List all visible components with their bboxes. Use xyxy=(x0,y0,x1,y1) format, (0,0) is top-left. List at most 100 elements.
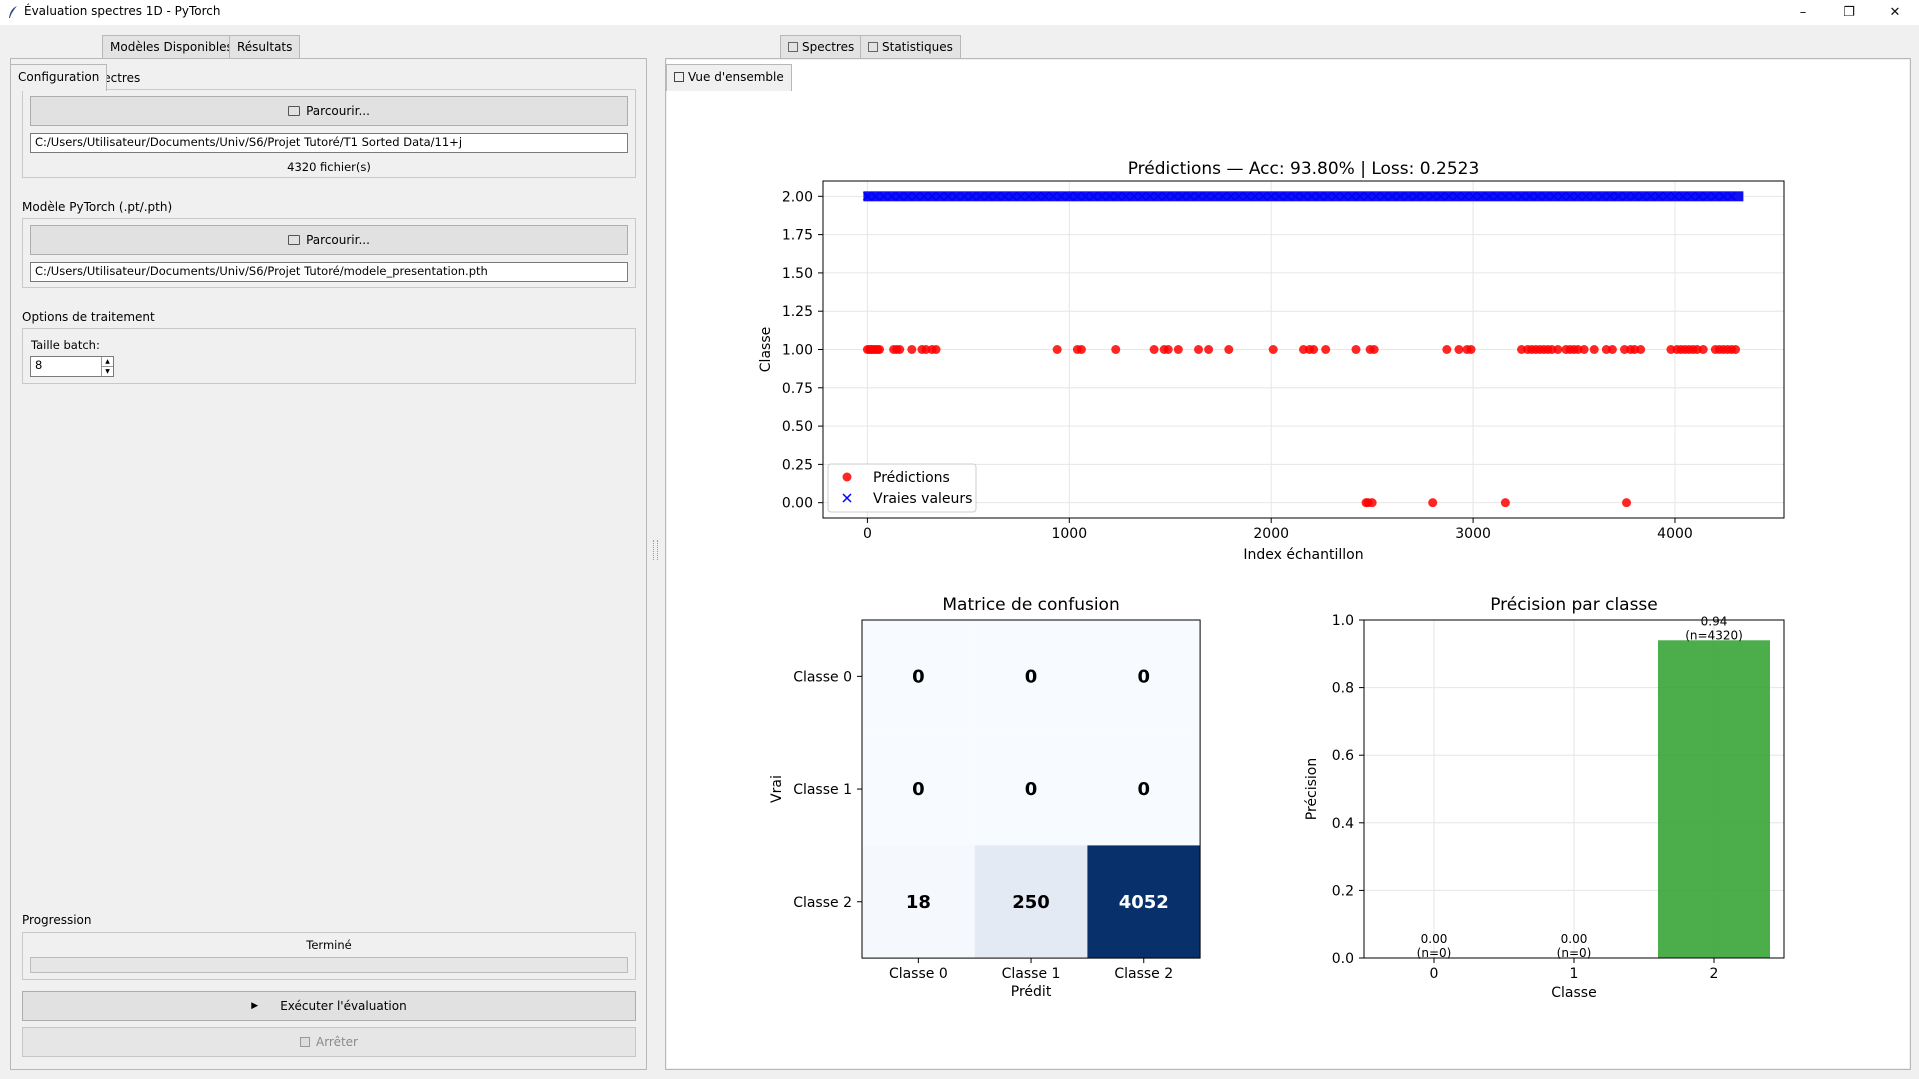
overview-icon xyxy=(674,72,684,82)
true-value-marker xyxy=(1032,191,1042,201)
confusion-cell xyxy=(862,732,975,846)
prediction-point xyxy=(1149,345,1159,354)
confusion-cell xyxy=(974,620,1088,733)
true-value-marker xyxy=(1395,191,1405,201)
true-value-marker xyxy=(1444,191,1454,201)
left-tab-bar: Configuration Modèles Disponibles Résult… xyxy=(10,32,660,91)
true-value-marker xyxy=(1500,191,1510,201)
prediction-point xyxy=(1194,345,1204,354)
confusion-cell-value: 0 xyxy=(1025,779,1038,800)
model-browse-button[interactable]: Parcourir... xyxy=(30,225,628,255)
true-value-marker xyxy=(1718,191,1728,201)
bar-y-tick-label: 0.6 xyxy=(1332,748,1354,764)
spectra-browse-button[interactable]: Parcourir... xyxy=(30,96,628,126)
title-bar: Évaluation spectres 1D - PyTorch – ❐ ✕ xyxy=(0,0,1919,25)
prediction-point xyxy=(1111,345,1121,354)
tab-resultats[interactable]: Résultats xyxy=(229,35,301,58)
true-value-marker xyxy=(1274,191,1284,201)
true-value-marker xyxy=(951,191,961,201)
true-value-marker xyxy=(959,191,969,201)
scatter-frame xyxy=(822,180,1785,519)
tab-configuration[interactable]: Configuration xyxy=(10,64,108,91)
progress-bar xyxy=(30,957,628,973)
true-value-marker xyxy=(1420,191,1430,201)
run-evaluation-button[interactable]: ▶ Exécuter l'évaluation xyxy=(22,991,636,1021)
batch-size-label: Taille batch: xyxy=(31,338,100,352)
pane-splitter-handle[interactable] xyxy=(653,540,658,560)
true-value-marker xyxy=(1097,191,1107,201)
confusion-cell-value: 0 xyxy=(912,666,925,687)
prediction-point xyxy=(1309,345,1319,354)
tab-spectres[interactable]: Spectres xyxy=(780,35,863,58)
true-value-marker xyxy=(1064,191,1074,201)
true-value-marker xyxy=(1565,191,1575,201)
true-value-marker xyxy=(1129,191,1139,201)
true-value-marker xyxy=(1686,191,1696,201)
confusion-cell-value: 0 xyxy=(1025,666,1038,687)
true-value-marker xyxy=(967,191,977,201)
tab-statistiques-label: Statistiques xyxy=(882,40,953,54)
configuration-panel xyxy=(10,58,647,1070)
model-path-field[interactable]: C:/Users/Utilisateur/Documents/Univ/S6/P… xyxy=(30,262,628,282)
spin-down-icon[interactable]: ▼ xyxy=(101,366,113,376)
true-value-marker xyxy=(1323,191,1333,201)
true-value-marker xyxy=(1218,191,1228,201)
prediction-point xyxy=(1442,345,1452,354)
true-value-marker xyxy=(1412,191,1422,201)
maximize-button[interactable]: ❐ xyxy=(1843,5,1855,20)
tab-statistiques[interactable]: Statistiques xyxy=(860,35,961,58)
close-button[interactable]: ✕ xyxy=(1889,5,1901,20)
true-value-marker xyxy=(1250,191,1260,201)
tab-modeles-disponibles[interactable]: Modèles Disponibles xyxy=(102,35,241,58)
true-value-marker xyxy=(1307,191,1317,201)
prediction-point xyxy=(1321,345,1331,354)
true-value-marker xyxy=(1040,191,1050,201)
scatter-y-tick-label: 1.50 xyxy=(782,266,813,282)
scatter-title: Prédictions — Acc: 93.80% | Loss: 0.2523 xyxy=(1128,159,1480,179)
confusion-cell-value: 18 xyxy=(906,892,931,913)
true-value-marker xyxy=(1298,191,1309,201)
prediction-point xyxy=(1351,345,1361,354)
true-value-marker xyxy=(903,191,913,201)
prediction-point xyxy=(931,345,941,354)
prediction-point xyxy=(1428,498,1438,508)
figure-canvas: 0 1000 2000 3000 4000 0.00 0.25 0.50 0.75 1.00 1.2… xyxy=(667,60,1909,1068)
progress-groupbox xyxy=(22,932,636,980)
true-value-marker xyxy=(1290,191,1300,201)
true-value-marker xyxy=(1210,191,1220,201)
prediction-point xyxy=(1367,498,1377,508)
true-value-marker xyxy=(975,191,986,201)
true-value-marker xyxy=(1710,191,1720,201)
true-value-marker xyxy=(911,191,921,201)
true-value-marker xyxy=(1242,191,1252,201)
true-value-marker xyxy=(1460,191,1470,201)
stop-button[interactable]: Arrêter xyxy=(22,1027,636,1057)
true-value-marker xyxy=(1525,191,1535,201)
file-count-label: 4320 fichier(s) xyxy=(287,160,371,174)
app-feather-icon xyxy=(9,6,17,18)
minimize-button[interactable]: – xyxy=(1799,5,1807,20)
legend-prediction-label: Prédictions xyxy=(873,470,950,486)
model-groupbox xyxy=(22,218,636,288)
figure-svg: 0 1000 2000 3000 40000.000.250.500.751.001.2… xyxy=(758,159,1785,1001)
tab-vue-ensemble[interactable]: Vue d'ensemble xyxy=(666,64,792,91)
spectra-path-field[interactable]: C:/Users/Utilisateur/Documents/Univ/S6/P… xyxy=(30,133,628,153)
run-evaluation-label: Exécuter l'évaluation xyxy=(280,999,407,1013)
true-value-marker xyxy=(1048,191,1058,201)
true-value-marker xyxy=(935,191,945,201)
true-value-marker xyxy=(1646,191,1656,201)
batch-size-spinbox[interactable]: 8 ▲ ▼ xyxy=(30,356,114,377)
confusion-cell xyxy=(1087,845,1201,959)
true-value-marker xyxy=(943,191,953,201)
legend-prediction-marker xyxy=(842,472,852,482)
true-value-marker xyxy=(1315,191,1325,201)
scatter-y-tick-label: 0.25 xyxy=(782,457,813,473)
precision-bar xyxy=(1658,640,1770,958)
tab-vue-ensemble-label: Vue d'ensemble xyxy=(688,70,784,84)
spin-up-icon[interactable]: ▲ xyxy=(101,357,113,366)
legend-true-marker xyxy=(842,493,852,503)
true-value-marker xyxy=(1008,191,1018,201)
bar-x-label: Classe xyxy=(1551,985,1596,1001)
true-value-marker xyxy=(1185,191,1195,201)
bar-x-tick-label: 2 xyxy=(1710,966,1719,982)
